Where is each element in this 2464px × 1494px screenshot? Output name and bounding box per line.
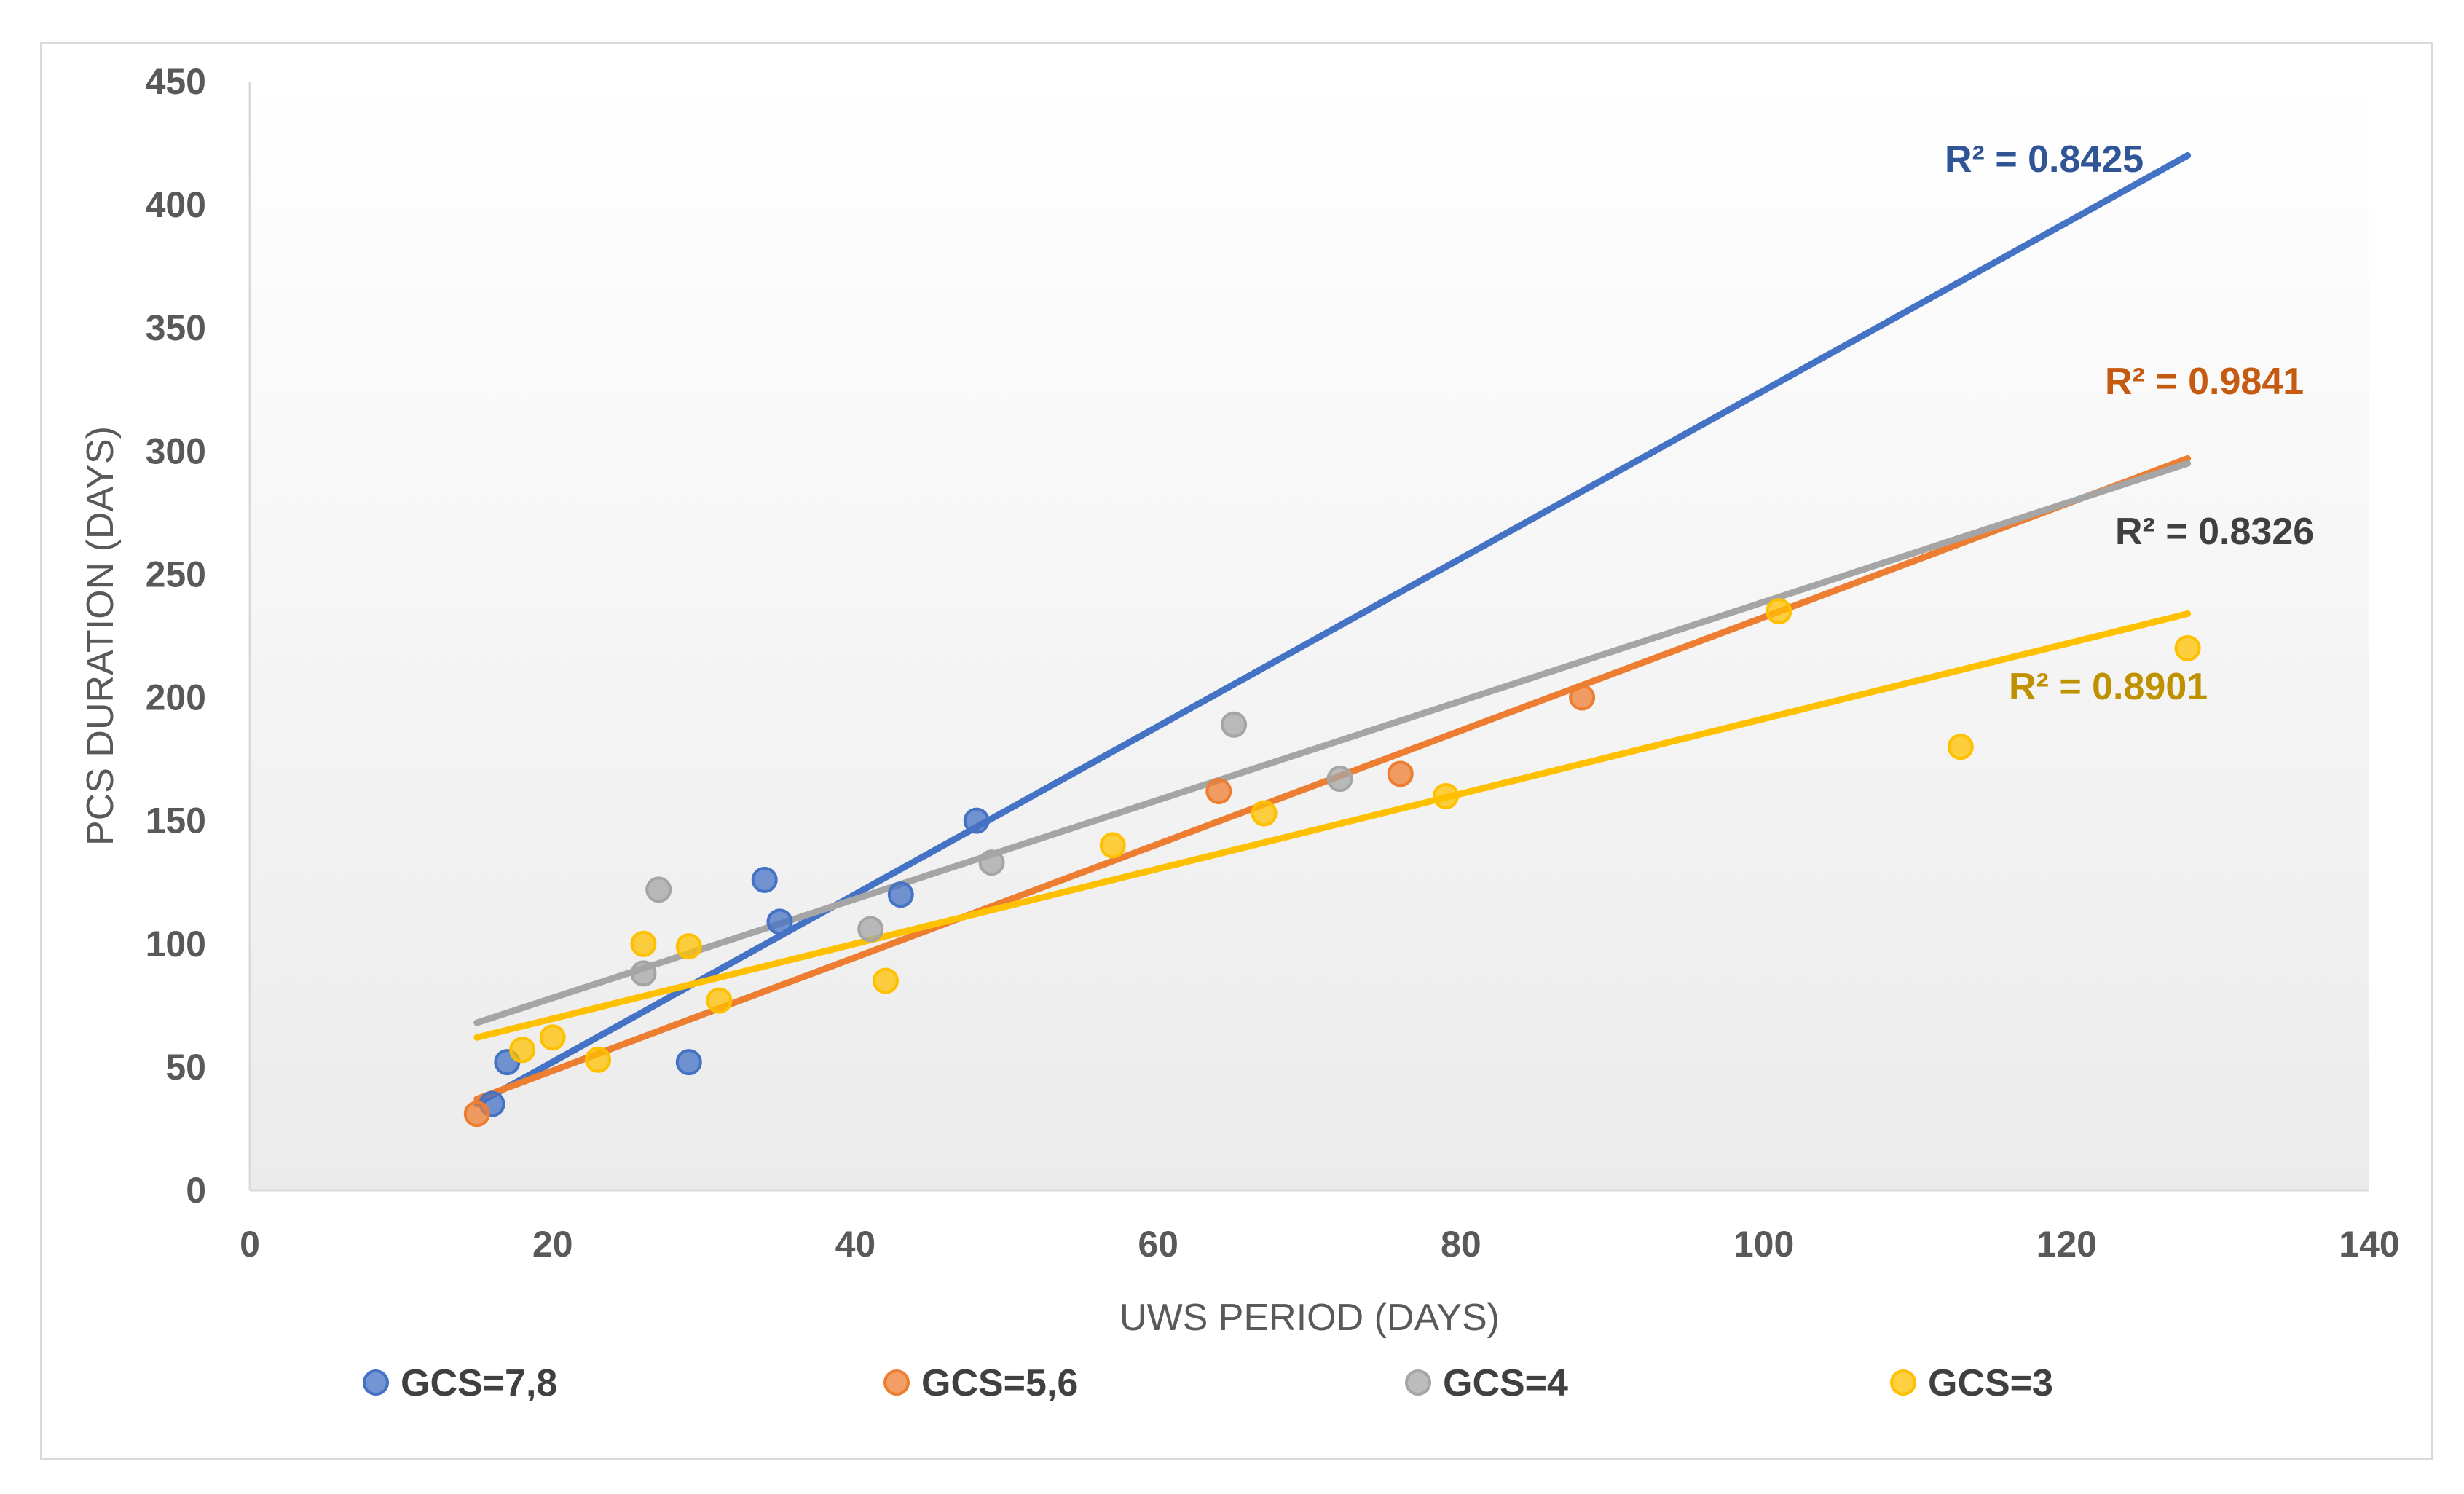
data-point	[1433, 782, 1460, 809]
y-tick-label: 0	[186, 1170, 206, 1211]
data-point	[630, 960, 657, 987]
y-tick-label: 150	[146, 801, 206, 841]
y-tick-label: 400	[146, 184, 206, 225]
data-point	[857, 916, 884, 943]
trendline	[473, 152, 2192, 1108]
y-tick-label: 200	[146, 677, 206, 718]
r2-label: R² = 0.9841	[2105, 361, 2304, 403]
data-point	[706, 987, 733, 1014]
r2-label: R² = 0.8901	[2009, 666, 2208, 708]
legend-marker	[363, 1369, 389, 1396]
data-point	[675, 933, 702, 960]
data-point	[766, 908, 793, 935]
x-tick-label: 60	[1138, 1224, 1178, 1265]
y-axis-title: PCS DURATION (DAYS)	[79, 426, 122, 846]
data-point	[1387, 760, 1414, 787]
r2-labels: R² = 0.8425 R² = 0.9841 R² = 0.8326 R² = 0.…	[1945, 138, 2314, 708]
data-point	[1099, 832, 1126, 859]
plot-area	[250, 82, 2369, 1190]
x-tick-label: 40	[835, 1224, 876, 1265]
data-point	[873, 967, 899, 994]
legend-marker	[1890, 1369, 1916, 1396]
trendline	[473, 460, 2192, 1026]
y-tick-label: 450	[146, 61, 206, 102]
legend-marker	[883, 1369, 910, 1396]
x-tick-label: 20	[532, 1224, 573, 1265]
data-point	[887, 881, 914, 908]
data-point	[1205, 778, 1232, 805]
legend: GCS=7,8 GCS=5,6 GCS=4 GCS=3	[363, 1362, 2053, 1404]
y-tick-label: 350	[146, 307, 206, 348]
x-tick-label: 0	[240, 1224, 260, 1265]
r2-label: R² = 0.8425	[1945, 138, 2144, 181]
data-point	[675, 1049, 702, 1076]
data-point	[1569, 684, 1596, 711]
data-points	[463, 598, 2201, 1128]
x-tick-label: 140	[2339, 1224, 2399, 1265]
data-point	[645, 876, 672, 903]
data-point	[585, 1046, 612, 1073]
data-point	[1766, 598, 1792, 625]
r2-label: R² = 0.8326	[2115, 511, 2314, 553]
x-tick-label: 80	[1441, 1224, 1481, 1265]
x-axis-title: UWS PERIOD (DAYS)	[1119, 1297, 1500, 1339]
x-axis-ticks: 0 20 40 60 80 100 120 140	[240, 1224, 2400, 1265]
data-point	[1326, 766, 1353, 793]
data-point	[539, 1024, 566, 1051]
axes	[248, 82, 2369, 1192]
legend-marker	[1405, 1369, 1431, 1396]
data-point	[1947, 734, 1974, 760]
data-point	[751, 866, 778, 893]
data-point	[1251, 800, 1278, 827]
x-tick-label: 120	[2036, 1224, 2097, 1265]
legend-label: GCS=7,8	[401, 1362, 557, 1404]
trendline	[473, 610, 2192, 1041]
data-point	[1221, 711, 1248, 738]
legend-label: GCS=5,6	[921, 1362, 1078, 1404]
data-point	[463, 1101, 490, 1128]
data-point	[978, 849, 1005, 876]
legend-label: GCS=4	[1443, 1362, 1568, 1404]
y-tick-label: 250	[146, 554, 206, 594]
data-point	[2174, 634, 2201, 661]
data-point	[509, 1037, 536, 1064]
data-point	[630, 930, 657, 957]
legend-label: GCS=3	[1928, 1362, 2053, 1404]
y-tick-label: 300	[146, 430, 206, 471]
y-axis-ticks: 0 50 100 150 200 250 300 350 400 450	[146, 61, 206, 1211]
x-tick-label: 100	[1733, 1224, 1794, 1265]
y-tick-label: 100	[146, 924, 206, 964]
y-tick-label: 50	[165, 1047, 206, 1088]
data-point	[963, 807, 990, 834]
